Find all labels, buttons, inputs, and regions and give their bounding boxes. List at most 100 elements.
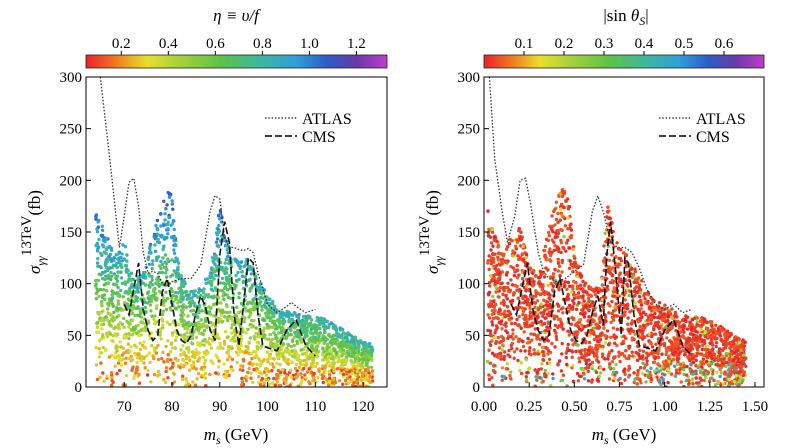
scatter-point xyxy=(249,371,253,375)
scatter-point xyxy=(644,356,649,360)
scatter-point xyxy=(356,384,360,387)
scatter-point xyxy=(341,352,345,357)
scatter-point xyxy=(503,309,507,313)
scatter-point xyxy=(226,345,231,349)
scatter-point xyxy=(328,340,333,345)
scatter-point xyxy=(258,358,262,362)
scatter-point xyxy=(579,366,583,371)
scatter-point xyxy=(638,348,642,353)
scatter-point xyxy=(584,341,588,345)
y-tick-label: 50 xyxy=(67,328,82,344)
scatter-point xyxy=(194,335,199,339)
scatter-point xyxy=(536,333,540,337)
colorbar-tick-label: 1.2 xyxy=(347,36,366,52)
scatter-point xyxy=(496,244,501,248)
scatter-point xyxy=(180,334,185,339)
scatter-point xyxy=(177,322,181,327)
scatter-point xyxy=(666,315,671,319)
scatter-point xyxy=(367,351,372,355)
scatter-point xyxy=(226,281,231,285)
scatter-point xyxy=(634,290,638,295)
colorbar-tick-label: 0.2 xyxy=(112,36,131,52)
scatter-point xyxy=(226,251,230,255)
scatter-point xyxy=(129,271,134,275)
scatter-point xyxy=(697,381,701,385)
scatter-point xyxy=(523,317,527,322)
scatter-point xyxy=(240,274,245,278)
scatter-point xyxy=(586,348,591,352)
scatter-point xyxy=(575,287,579,291)
scatter-point xyxy=(120,322,125,326)
scatter-point xyxy=(251,307,255,311)
scatter-point xyxy=(689,362,693,367)
scatter-point xyxy=(564,249,568,253)
scatter-point xyxy=(652,327,656,332)
scatter-point xyxy=(694,376,698,380)
scatter-point xyxy=(183,281,187,286)
scatter-point xyxy=(322,330,327,335)
scatter-point xyxy=(311,346,315,350)
scatter-point xyxy=(277,352,281,356)
scatter-point xyxy=(315,361,319,366)
scatter-point xyxy=(623,291,627,295)
scatter-point xyxy=(182,350,186,354)
scatter-point xyxy=(176,298,181,303)
scatter-point xyxy=(653,311,657,316)
scatter-point xyxy=(645,369,649,373)
scatter-point xyxy=(142,297,146,302)
scatter-point xyxy=(203,359,208,363)
scatter-point xyxy=(576,379,580,383)
scatter-point xyxy=(538,292,542,296)
scatter-point xyxy=(494,285,498,289)
scatter-point xyxy=(612,377,617,381)
scatter-point xyxy=(713,383,718,387)
scatter-point xyxy=(174,256,178,260)
scatter-point xyxy=(532,332,536,336)
scatter-point xyxy=(98,316,102,320)
scatter-point xyxy=(198,288,202,293)
scatter-point xyxy=(552,240,556,244)
scatter-point xyxy=(606,287,610,292)
scatter-point xyxy=(701,353,706,358)
scatter-point xyxy=(539,302,543,306)
scatter-point xyxy=(567,284,572,288)
scatter-point xyxy=(193,289,197,293)
scatter-point xyxy=(569,290,574,294)
scatter-point xyxy=(275,376,279,380)
scatter-point xyxy=(203,318,208,322)
scatter-point xyxy=(582,377,587,381)
scatter-point xyxy=(596,360,601,364)
x-axis-title-left: ms (GeV) xyxy=(204,425,269,447)
scatter-point xyxy=(364,363,368,367)
scatter-point xyxy=(633,332,637,336)
scatter-point xyxy=(312,371,316,376)
scatter-point xyxy=(294,362,299,367)
scatter-point xyxy=(334,350,339,355)
scatter-point xyxy=(717,354,721,358)
scatter-point xyxy=(122,301,127,305)
scatter-point xyxy=(109,313,113,317)
scatter-point xyxy=(105,334,110,339)
scatter-point xyxy=(624,349,628,353)
scatter-point xyxy=(323,376,327,381)
scatter-point xyxy=(326,383,331,387)
scatter-point xyxy=(240,383,244,387)
scatter-point xyxy=(148,281,152,285)
scatter-point xyxy=(544,328,548,333)
scatter-point xyxy=(655,375,659,379)
scatter-point xyxy=(214,371,218,375)
scatter-point xyxy=(217,336,221,341)
scatter-point xyxy=(221,269,226,273)
scatter-point xyxy=(581,301,585,306)
scatter-point xyxy=(509,335,513,339)
scatter-point xyxy=(523,251,527,255)
scatter-point xyxy=(260,376,265,381)
scatter-point xyxy=(158,264,162,268)
scatter-point xyxy=(495,280,499,284)
scatter-point xyxy=(194,352,198,356)
scatter-point xyxy=(148,242,153,247)
scatter-point xyxy=(96,225,101,229)
scatter-point xyxy=(152,317,156,321)
scatter-point xyxy=(730,349,734,354)
